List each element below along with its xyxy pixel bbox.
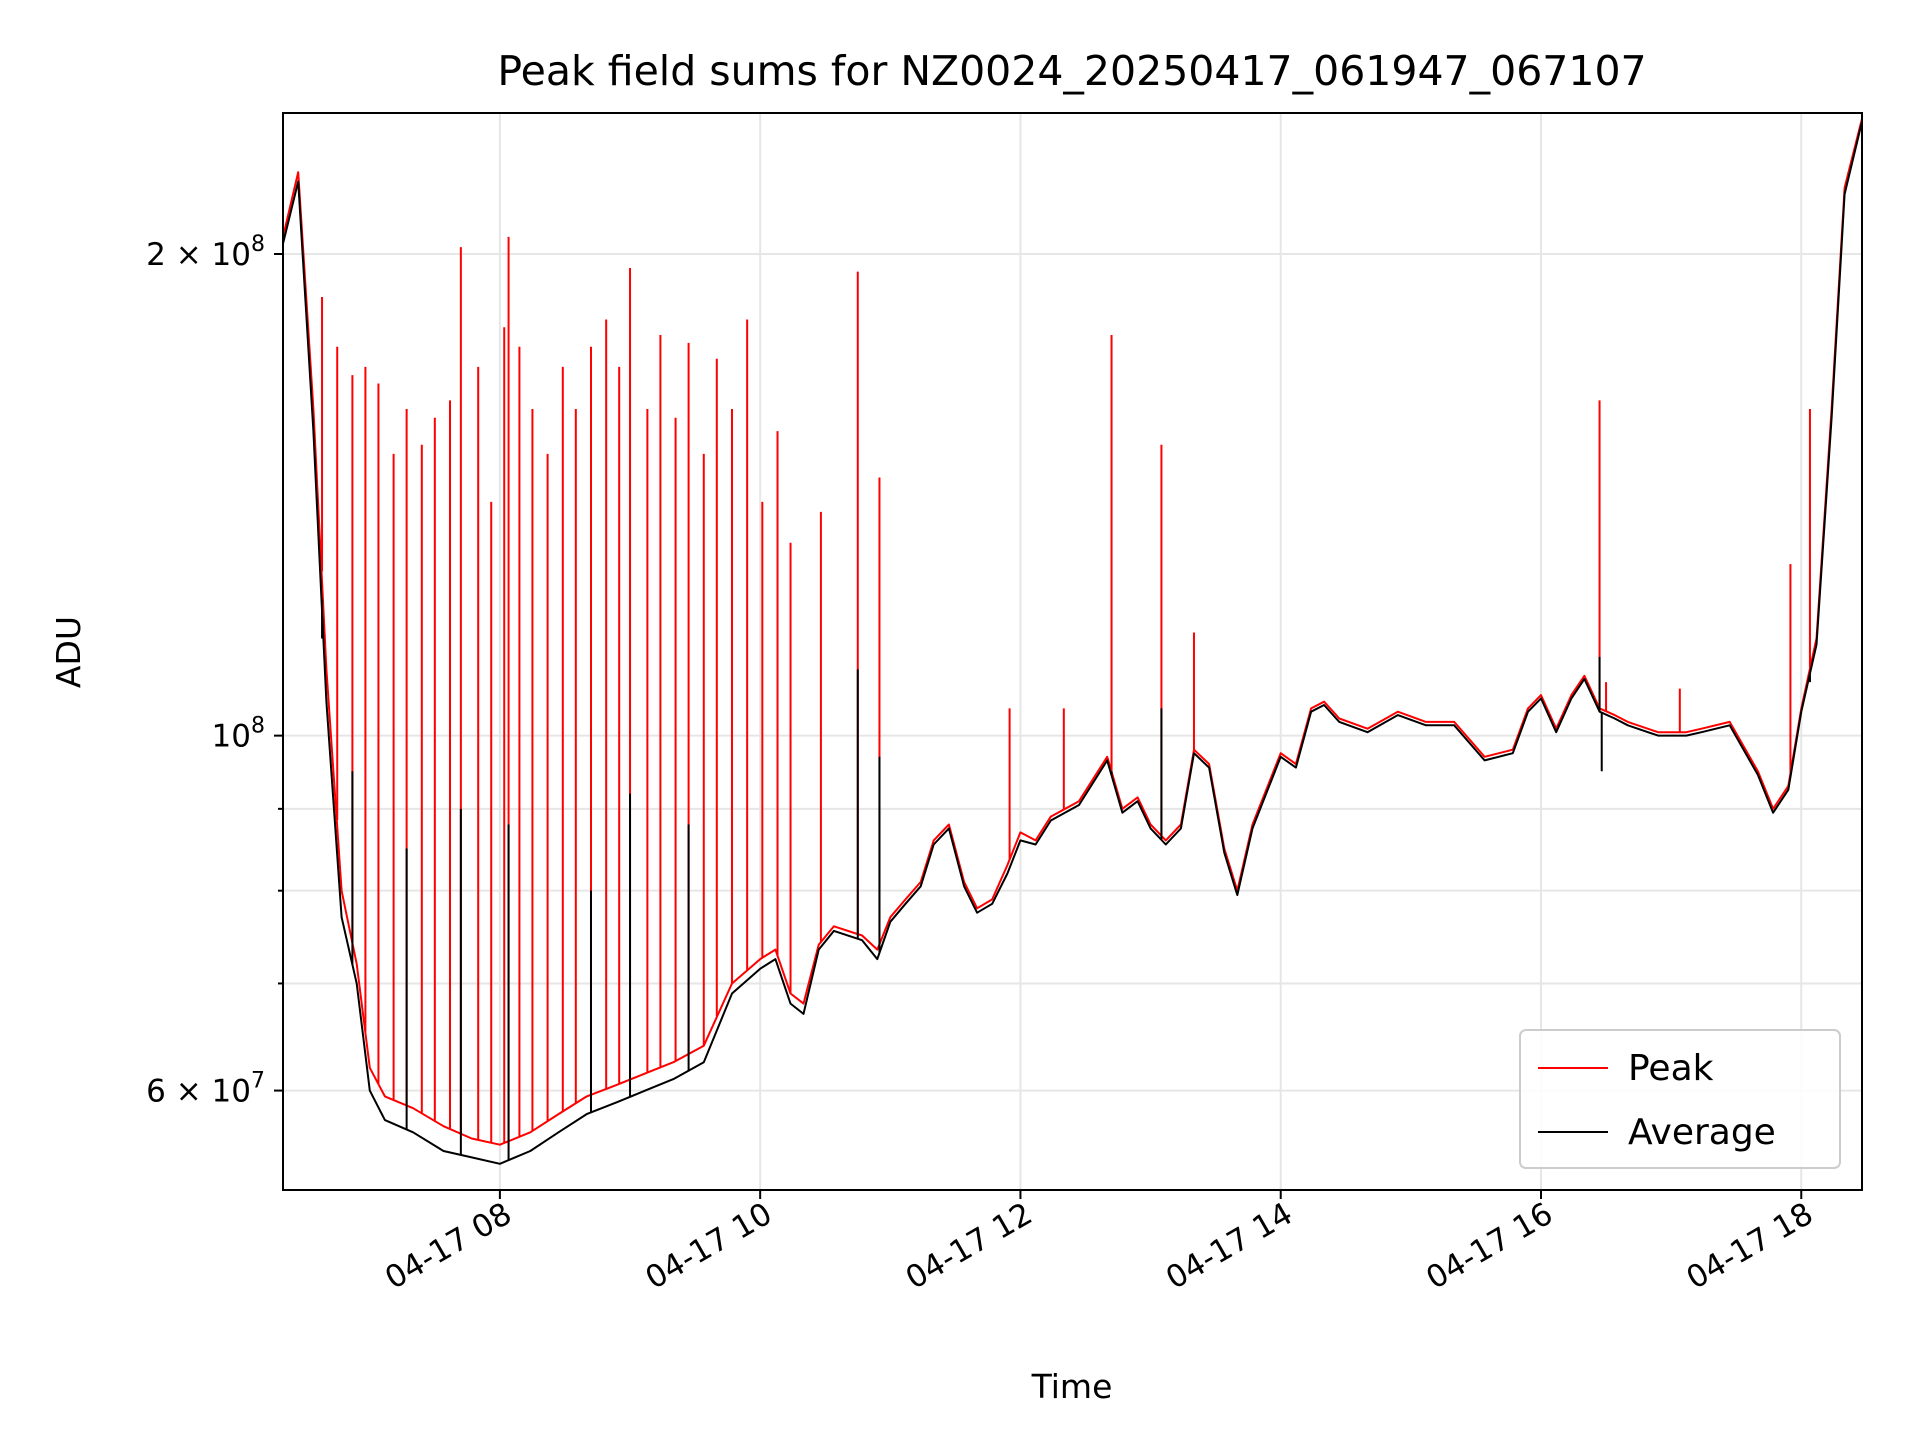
y-axis: 6 × 107 108 2 × 108 <box>146 232 283 1110</box>
plot-frame <box>282 112 1863 1191</box>
y-tick-label: 6 × 107 <box>146 1069 265 1110</box>
legend-label: Peak <box>1628 1048 1714 1089</box>
series-line-peak <box>283 118 1862 1146</box>
chart-title: Peak field sums for NZ0024_20250417_0619… <box>497 47 1646 95</box>
legend-box <box>1519 1029 1841 1169</box>
y-tick-label: 108 <box>212 714 265 755</box>
series-layer <box>283 118 1862 1165</box>
legend-label: Average <box>1628 1112 1776 1153</box>
x-axis-title: Time <box>1031 1367 1113 1406</box>
y-tick-label: 2 × 108 <box>146 232 265 273</box>
legend: Peak Average <box>1519 1029 1841 1169</box>
plot-series-group <box>283 118 1862 1165</box>
y-axis-title: ADU <box>49 616 88 688</box>
